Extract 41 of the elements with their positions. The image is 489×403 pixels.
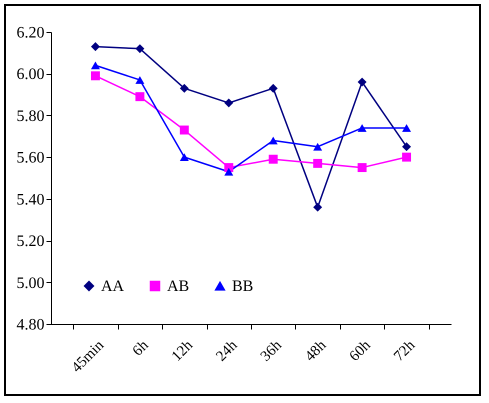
point <box>268 84 278 93</box>
point <box>90 42 100 52</box>
point <box>180 84 189 93</box>
point <box>268 136 278 144</box>
point <box>358 78 367 87</box>
y-tick-label: 6.20 <box>16 24 44 42</box>
point <box>224 98 234 108</box>
legend-label: AB <box>167 278 190 295</box>
legend-label: AA <box>101 278 125 295</box>
y-tick-label: 5.80 <box>16 108 44 125</box>
x-tick-label: 48h <box>302 337 330 365</box>
point <box>135 92 144 102</box>
x-tick-label: 12h <box>168 337 196 365</box>
point <box>313 158 322 168</box>
point <box>313 202 322 212</box>
point <box>135 44 144 54</box>
x-tick-label: 6h <box>130 337 152 360</box>
y-tick-label: 4.80 <box>16 316 44 334</box>
point <box>268 154 278 164</box>
point <box>358 124 367 132</box>
point <box>135 76 144 84</box>
point <box>180 153 189 162</box>
point <box>180 126 189 134</box>
y-tick-label: 6.00 <box>16 66 44 84</box>
x-tick-label: 24h <box>213 337 241 365</box>
point <box>90 71 100 80</box>
point <box>402 142 412 152</box>
point <box>224 168 234 176</box>
point <box>358 163 367 172</box>
point <box>402 124 412 132</box>
point <box>313 142 322 151</box>
x-tick-label: 36h <box>258 337 286 365</box>
point <box>402 152 412 162</box>
x-tick-label: 72h <box>391 337 419 365</box>
legend-label: BB <box>232 278 254 295</box>
y-tick-label: 5.00 <box>16 274 44 292</box>
x-tick-label: 60h <box>346 337 374 365</box>
y-tick-label: 5.40 <box>16 191 44 208</box>
y-tick-label: 5.60 <box>16 150 44 167</box>
point <box>90 62 100 70</box>
y-tick-label: 5.20 <box>16 233 44 250</box>
